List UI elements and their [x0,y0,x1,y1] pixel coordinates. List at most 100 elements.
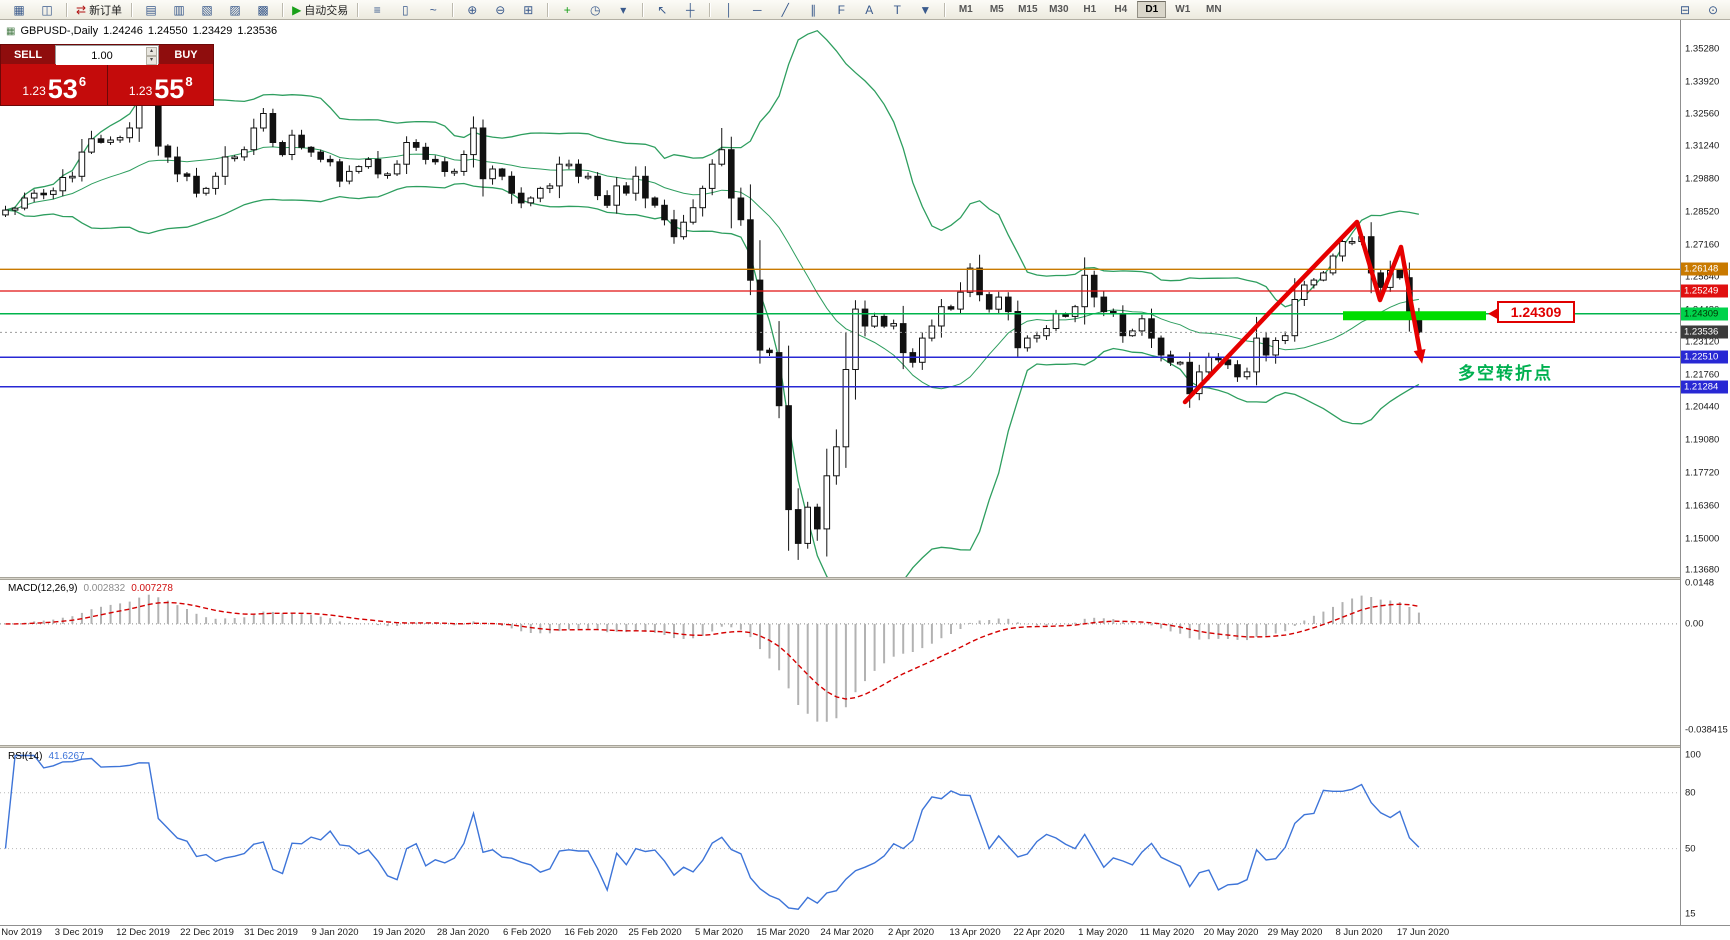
price-scale-label: 1.25840 [1685,271,1720,283]
search-icon[interactable]: ⊙ [1699,0,1727,19]
sell-button[interactable]: SELL [13,48,43,61]
ohlc-low: 1.23429 [192,25,233,37]
timeframe-mn-button[interactable]: MN [1206,4,1222,15]
panel-separator[interactable] [0,745,1730,748]
autotrading-button[interactable]: ▶ 自动交易 [288,0,352,19]
printer-icon[interactable]: ⊟ [1671,0,1699,19]
volume-increase-button[interactable]: ▴ [146,47,157,56]
volume-input[interactable] [56,47,158,65]
horizontal-line-icon: ─ [753,2,762,17]
macd-signal-value: 0.007278 [131,583,173,594]
zoom-in-icon: ⊕ [467,2,478,17]
date-label: 8 Jun 2020 [1335,927,1383,938]
price-scale-label: 1.19080 [1685,434,1720,446]
candlestick-chart-icon[interactable]: ▯ [391,0,419,19]
add-indicator-icon: + [563,2,571,17]
price-scale-label: 1.21760 [1685,369,1720,381]
timeframe-m5-button[interactable]: M5 [989,4,1004,15]
date-label: 28 Jan 2020 [436,927,490,938]
channel-icon[interactable]: ∥ [799,0,827,19]
new-order-button-label: 新订单 [89,4,123,17]
new-order-button[interactable]: ⇄ 新订单 [72,0,126,19]
toolbar-group-zoom: ⊕ ⊖ ⊞ [456,0,544,19]
cursor-icon[interactable]: ↖ [648,0,676,19]
sell-price-prefix: 1.23 [22,84,46,98]
timeframe-h4-button[interactable]: H4 [1114,4,1128,15]
profiles-icon[interactable]: ◫ [33,0,61,19]
price-scale-label: 1.27160 [1685,239,1720,251]
timeframe-d1-button[interactable]: D1 [1137,1,1167,18]
time-axis[interactable]: 26 Nov 2019 3 Dec 2019 12 Dec 2019 22 Dec 2… [0,925,1730,940]
date-label: 1 May 2020 [1078,927,1128,938]
fibonacci-icon[interactable]: F [827,0,855,19]
toolbar-separator [709,2,711,17]
toolbar-separator [642,2,644,17]
data-window-icon[interactable]: ▥ [165,0,193,19]
timeframe-h1-button[interactable]: H1 [1083,4,1097,15]
macd-main-value: 0.002832 [83,583,126,594]
zoom-in-icon[interactable]: ⊕ [458,0,486,19]
zoom-out-icon[interactable]: ⊖ [486,0,514,19]
price-line-label: 1.21284 [1681,380,1728,394]
vertical-line-icon: │ [725,2,734,17]
market-watch-icon: ▤ [145,2,157,17]
tile-windows-icon[interactable]: ⊞ [514,0,542,19]
strategy-tester-icon[interactable]: ▩ [249,0,277,19]
horizontal-line-icon[interactable]: ─ [743,0,771,19]
macd-indicator-label: MACD(12,26,9) 0.002832 0.007278 [8,583,173,594]
symbol-period-label: GBPUSD-,Daily [20,25,99,37]
templates-icon: ▾ [620,2,627,17]
date-label: 26 Nov 2019 [0,927,42,938]
new-chart-icon[interactable]: ▦ [5,0,33,19]
toolbar-separator [66,2,67,17]
autotrading-button: ▶ [292,2,302,17]
price-chart-canvas[interactable] [0,20,1680,577]
bar-chart-icon[interactable]: ≡ [363,0,391,19]
timeframe-m15-button[interactable]: M15 [1018,4,1038,15]
buy-price-pips: 55 [154,74,185,105]
volume-decrease-button[interactable]: ▾ [146,56,157,65]
terminal-icon[interactable]: ▨ [221,0,249,19]
text-icon[interactable]: A [855,0,883,19]
price-scale-label: 1.31240 [1685,140,1720,152]
price-line-label: 1.24309 [1681,307,1728,321]
channel-icon: ∥ [810,2,817,17]
timeframe-w1-button[interactable]: W1 [1175,4,1191,15]
toolbar-groups: ▦ ◫ ⇄ 新订单 ▤ ▥ ▧ ▨ ▩ ▶ 自动交易 ≡ ▯ ~ ⊕ ⊖ ⊞ + ◷ ▾ ↖ ┼ │ ─ ╱ ∥ F A T ▼ M1 M5 M… [3,0,1231,19]
market-watch-icon[interactable]: ▤ [137,0,165,19]
date-label: 5 Mar 2020 [694,927,744,938]
strategy-tester-icon: ▩ [257,2,269,17]
toolbar-group-autotrading: ▶ 自动交易 [286,0,354,19]
printer-icon: ⊟ [1679,2,1691,17]
crosshair-icon[interactable]: ┼ [676,0,704,19]
toolbar-group-indicators: + ◷ ▾ [551,0,639,19]
templates-icon[interactable]: ▾ [609,0,637,19]
macd-chart-canvas[interactable] [0,580,1680,745]
panel-separator[interactable] [0,577,1730,580]
price-scale-label: 1.13680 [1685,564,1720,576]
vertical-line-icon[interactable]: │ [715,0,743,19]
price-scale-label: 1.15000 [1685,533,1720,545]
timeframe-m1-button[interactable]: M1 [958,4,973,15]
label-icon[interactable]: T [883,0,911,19]
trendline-icon[interactable]: ╱ [771,0,799,19]
arrows-icon[interactable]: ▼ [911,0,939,19]
add-indicator-icon[interactable]: + [553,0,581,19]
buy-price-button[interactable]: 1.23 55 8 [107,64,213,105]
rsi-chart-canvas[interactable] [0,748,1680,925]
toolbar-separator [547,2,549,17]
price-line-label: 1.22510 [1681,350,1728,364]
periods-icon[interactable]: ◷ [581,0,609,19]
buy-button[interactable]: BUY [174,48,198,61]
price-scale[interactable]: 1.35280 1.33920 1.32560 1.31240 1.29880 1.285… [1680,20,1730,925]
sell-price-button[interactable]: 1.23 53 6 [1,64,107,105]
date-label: 9 Jan 2020 [311,927,359,938]
toolbar-group-order: ⇄ 新订单 [70,0,128,19]
navigator-icon[interactable]: ▧ [193,0,221,19]
line-chart-icon[interactable]: ~ [419,0,447,19]
rsi-name: RSI(14) [8,751,43,762]
timeframe-m30-button[interactable]: M30 [1049,4,1069,15]
rsi-scale-label: 15 [1685,908,1696,920]
bar-chart-icon: ≡ [373,2,381,17]
